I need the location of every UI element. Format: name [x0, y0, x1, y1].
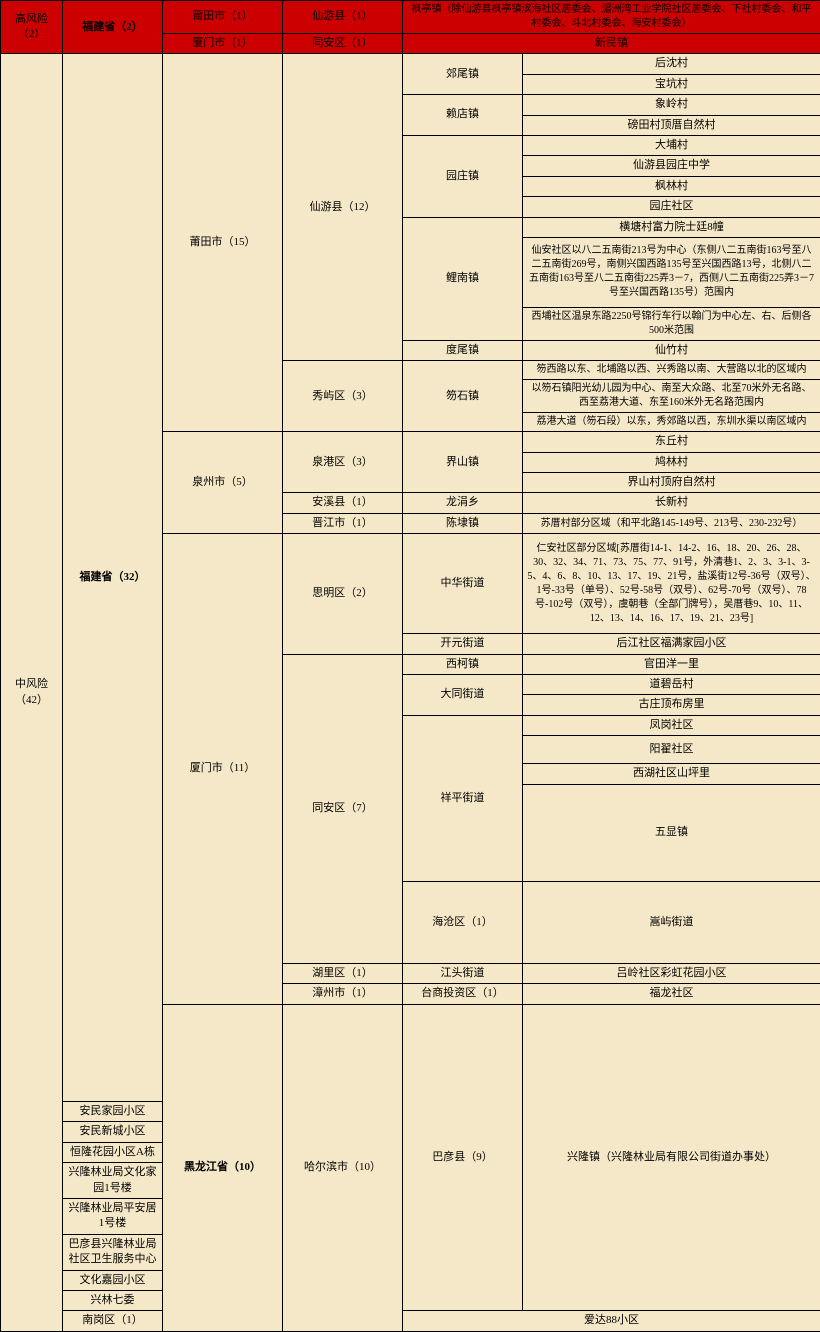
village: 苏厝村部分区域（和平北路145-149号、213号、230-232号） — [523, 513, 820, 533]
village: 道碧岳村 — [523, 675, 820, 695]
village: 横塘村富力院士廷8幢 — [523, 217, 820, 237]
huli-county: 湖里区（1） — [283, 963, 403, 983]
village: 磅田村顶厝自然村 — [523, 115, 820, 135]
village: 仙竹村 — [523, 340, 820, 360]
hushi-town: 笏石镇 — [403, 361, 523, 432]
village: 宝坑村 — [523, 74, 820, 94]
zhonghua-town: 中华街道 — [403, 534, 523, 634]
xiamen-city: 厦门市（11） — [163, 534, 283, 1004]
hr-detail-0: 枫亭镇（除仙游县枫亭镇滨海社区居委会、湄洲湾工业学院社区居委会、下社村委会、和平… — [403, 1, 820, 34]
village: 古庄顶布房里 — [523, 695, 820, 715]
village: 兴隆林业局文化家园1号楼 — [63, 1163, 163, 1199]
village: 后沈村 — [523, 54, 820, 74]
chendai-town: 陈埭镇 — [403, 513, 523, 533]
haicang-county: 海沧区（1） — [403, 881, 523, 963]
village: 象岭村 — [523, 95, 820, 115]
village: 文化嘉园小区 — [63, 1270, 163, 1290]
jiangtou-town: 江头街道 — [403, 963, 523, 983]
village: 大埔村 — [523, 135, 820, 155]
village: 长新村 — [523, 493, 820, 513]
yuanzhuang-town: 园庄镇 — [403, 135, 523, 217]
xinglong-town: 兴隆镇（兴隆林业局有限公司街道办事处） — [523, 1004, 820, 1311]
jinjiang-county: 晋江市（1） — [283, 513, 403, 533]
xiuyu-county: 秀屿区（3） — [283, 361, 403, 432]
harbin-city: 哈尔滨市（10） — [283, 1004, 403, 1331]
zhangzhou-city: 漳州市（1） — [283, 984, 403, 1004]
bayan-county: 巴彦县（9） — [403, 1004, 523, 1311]
village: 凤岗社区 — [523, 715, 820, 735]
hr-county-0: 仙游县（1） — [283, 1, 403, 34]
village: 荔港大道（笏石段）以东，秀郊路以西，东圳水渠以南区域内 — [523, 413, 820, 432]
hr-city-0: 莆田市（1） — [163, 1, 283, 34]
jieshan-town: 界山镇 — [403, 432, 523, 493]
village: 福龙社区 — [523, 984, 820, 1004]
siming-county: 思明区（2） — [283, 534, 403, 654]
village: 东丘村 — [523, 432, 820, 452]
village: 安民新城小区 — [63, 1122, 163, 1142]
jiaowei-town: 郊尾镇 — [403, 54, 523, 95]
longjuan-town: 龙涓乡 — [403, 493, 523, 513]
village: 安民家园小区 — [63, 1102, 163, 1122]
nangang-county: 南岗区（1） — [63, 1311, 163, 1331]
hr-city-1: 厦门市（1） — [163, 34, 283, 54]
mid-risk-label: 中风险（42） — [1, 54, 63, 1331]
village: 仁安社区部分区域[苏厝街14-1、14-2、16、18、20、26、28、30、… — [523, 534, 820, 634]
taishang-county: 台商投资区（1） — [403, 984, 523, 1004]
village: 官田洋一里 — [523, 654, 820, 674]
fujian-label: 福建省（32） — [63, 54, 163, 1102]
village: 恒隆花园小区A栋 — [63, 1142, 163, 1162]
village: 巴彦县兴隆林业局社区卫生服务中心 — [63, 1234, 163, 1270]
linan-town: 鲤南镇 — [403, 217, 523, 340]
village: 吕岭社区彩虹花园小区 — [523, 963, 820, 983]
village: 兴林七委 — [63, 1290, 163, 1310]
xike-town: 西柯镇 — [403, 654, 523, 674]
heilongjiang-label: 黑龙江省（10） — [163, 1004, 283, 1331]
hr-county-1: 同安区（1） — [283, 34, 403, 54]
kaiyuan-town: 开元街道 — [403, 634, 523, 654]
village: 阳翟社区 — [523, 736, 820, 764]
village: 界山村顶府自然村 — [523, 473, 820, 493]
xiangping-town: 祥平街道 — [403, 715, 523, 881]
high-risk-label: 高风险（2） — [1, 1, 63, 54]
putian-city: 莆田市（15） — [163, 54, 283, 432]
quangang-county: 泉港区（3） — [283, 432, 403, 493]
village: 西埔社区温泉东路2250号锦行车行以翰门为中心左、右、后侧各500米范围 — [523, 307, 820, 340]
village: 爱达88小区 — [403, 1311, 820, 1331]
wuxian-town: 五显镇 — [523, 784, 820, 881]
duwei-town: 度尾镇 — [403, 340, 523, 360]
village: 仙安社区以八二五南街213号为中心（东侧八二五南街163号至八二五南街269号，… — [523, 237, 820, 307]
village: 枫林村 — [523, 176, 820, 196]
quanzhou-city: 泉州市（5） — [163, 432, 283, 534]
anxi-county: 安溪县（1） — [283, 493, 403, 513]
high-risk-province: 福建省（2） — [63, 1, 163, 54]
village: 后江社区福满家园小区 — [523, 634, 820, 654]
tongan-county: 同安区（7） — [283, 654, 403, 963]
xianyou-county: 仙游县（12） — [283, 54, 403, 361]
village: 鸠林村 — [523, 452, 820, 472]
village: 仙游县园庄中学 — [523, 156, 820, 176]
village: 园庄社区 — [523, 197, 820, 217]
village: 以笏石镇阳光幼儿园为中心、南至大众路、北至70米外无名路、西至荔港大道、东至16… — [523, 380, 820, 413]
village: 笏西路以东、北埔路以西、兴秀路以南、大营路以北的区域内 — [523, 361, 820, 380]
village: 西湖社区山坪里 — [523, 764, 820, 784]
laidian-town: 赖店镇 — [403, 95, 523, 136]
songyu-town: 嵩屿街道 — [523, 881, 820, 963]
datong-town: 大同街道 — [403, 675, 523, 716]
hr-detail-1: 新民镇 — [403, 34, 820, 54]
village: 兴隆林业局平安居1号楼 — [63, 1198, 163, 1234]
